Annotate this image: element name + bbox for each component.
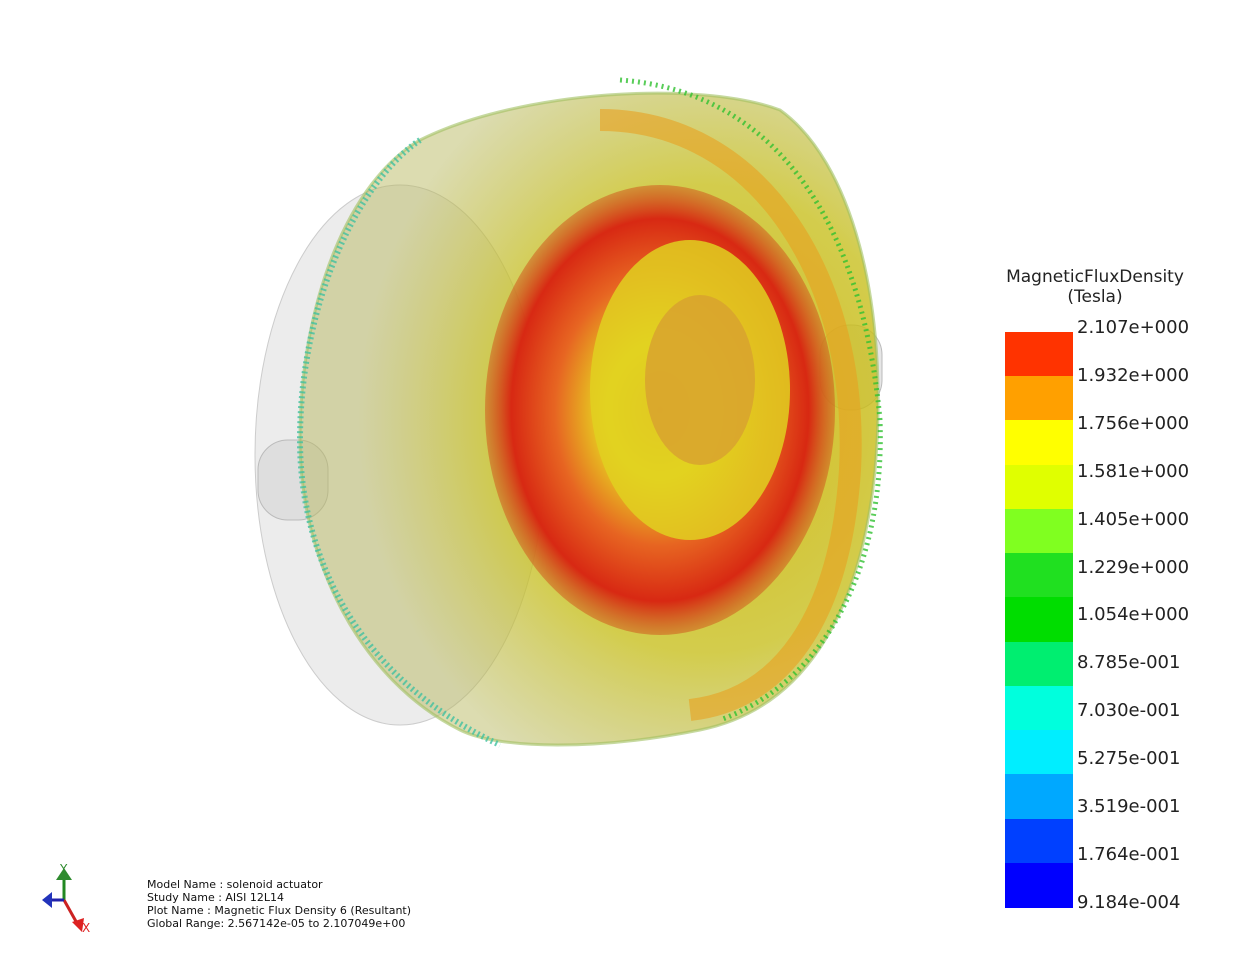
flux-band-outer [599,109,862,721]
x-axis-arrow-icon [72,918,84,932]
legend-tick-label: 1.756e+000 [1077,412,1190,434]
legend-tick-label: 9.184e-004 [1077,891,1181,913]
y-axis-label: Y [59,862,68,876]
legend-swatch [1005,376,1073,422]
legend-tick-label: 5.275e-001 [1077,748,1181,770]
legend-swatch [1005,818,1073,864]
legend-tick-label: 8.785e-001 [1077,652,1181,674]
legend-tick-label: 1.581e+000 [1077,460,1190,482]
rim-left [296,137,502,748]
legend-swatch [1005,332,1073,377]
legend-swatch [1005,464,1073,510]
legend-swatch [1005,508,1073,554]
legend-tick-label: 3.519e-001 [1077,796,1181,817]
study-name: Study Name : AISI 12L14 [147,891,285,904]
z-axis-arrow-icon [42,892,52,908]
y-axis-arrow-icon [56,868,72,880]
legend-title: MagneticFluxDensity [1006,267,1184,287]
legend-tick-label: 1.405e+000 [1077,508,1190,530]
legend-swatch [1005,597,1073,643]
legend-tick-label: 2.107e+000 [1077,317,1190,338]
legend-tick-label: 1.229e+000 [1077,556,1190,578]
plot-info: Model Name : solenoid actuator Study Nam… [147,878,411,930]
legend-swatch [1005,553,1073,599]
legend-swatch [1005,730,1073,776]
global-range: Global Range: 2.567142e-05 to 2.107049e+… [147,917,406,930]
plot-name: Plot Name : Magnetic Flux Density 6 (Res… [147,904,412,917]
legend-tick-label: 1.054e+000 [1077,604,1190,626]
flux-center [645,295,755,465]
axis-triad: Y X [42,862,90,935]
legend-swatch [1005,862,1073,908]
legend-tick-label: 1.932e+000 [1077,364,1190,386]
legend-swatch [1005,774,1073,820]
legend-swatch [1005,685,1073,731]
legend-color-bar [1005,332,1073,908]
x-axis-label: X [82,921,90,935]
legend-tick-label: 7.030e-001 [1077,700,1181,722]
legend-tick-label: 1.764e-001 [1077,843,1181,865]
model-name: Model Name : solenoid actuator [147,878,323,891]
legend-swatch [1005,420,1073,466]
legend-unit: (Tesla) [1067,287,1123,307]
legend-swatch [1005,641,1073,687]
